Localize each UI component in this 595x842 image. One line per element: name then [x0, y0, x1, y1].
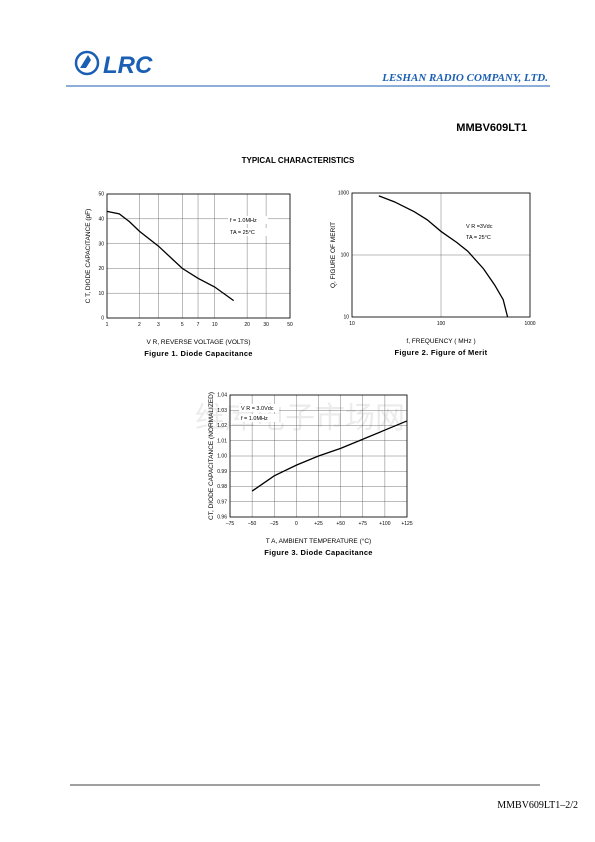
x-tick-label: 5 [181, 322, 184, 328]
x-axis-label: V R, REVERSE VOLTAGE (VOLTS) [146, 339, 250, 346]
logo-mark [80, 55, 91, 68]
y-tick-label: 1.00 [217, 454, 227, 460]
y-tick-label: 10 [343, 315, 349, 321]
annotation-bg [464, 233, 504, 241]
annotation: f = 1.0MHz [241, 416, 268, 422]
plot-frame [229, 394, 408, 518]
y-axis-label: C T, DIODE CAPACITANCE (pF) [85, 209, 92, 304]
chart: 1 2 3 5 7 10 20 30 50 0 10 20 30 40 50 f = 1.0MHz TA = 2… [85, 192, 293, 358]
x-tick-label: 2 [138, 322, 141, 328]
y-axis-label: CT, DIODE CAPACITANCE (NORMALIZED) [208, 392, 215, 520]
x-tick-label: 1 [106, 322, 109, 328]
logo-emblem [74, 50, 100, 76]
y-tick-label: 100 [341, 253, 350, 259]
y-tick-label: 30 [98, 241, 104, 247]
x-tick-label: 3 [157, 322, 160, 328]
data-line [106, 210, 235, 302]
x-tick-label: –50 [248, 521, 257, 527]
section-title: TYPICAL CHARACTERISTICS [242, 156, 355, 165]
annotation-bg [239, 404, 279, 412]
y-tick-label: 50 [98, 192, 104, 198]
x-tick-label: 0 [295, 521, 298, 527]
chart: 10 100 1000 10 100 1000 V R =3Vdc TA = 25°C Q, F… [330, 191, 536, 357]
plot-frame [351, 192, 531, 318]
logo: LRC [74, 50, 153, 79]
x-axis-label: f, FREQUENCY ( MHz ) [406, 338, 475, 345]
y-tick-label: 0.96 [217, 515, 227, 521]
x-tick-label: 10 [349, 321, 355, 327]
y-tick-label: 0.98 [217, 484, 227, 490]
plot-frame [106, 193, 291, 319]
y-tick-label: 1.03 [217, 408, 227, 414]
logo-text: LRC [103, 52, 153, 79]
part-number: MMBV609LT1 [456, 122, 527, 134]
x-tick-label: +25 [314, 521, 323, 527]
data-line [251, 420, 408, 492]
footer: MMBV609LT1–2/2 [497, 800, 578, 811]
annotation: TA = 25°C [466, 235, 491, 241]
y-tick-label: 1.04 [217, 393, 227, 399]
y-tick-label: 20 [98, 266, 104, 272]
x-tick-label: +125 [401, 521, 412, 527]
figure-caption: Figure 3. Diode Capacitance [264, 548, 373, 557]
x-tick-label: –25 [270, 521, 279, 527]
chart: –75 –50 –25 0 +25 +50 +75 +100 +125 0.96 0.97 0.98 0… [208, 392, 413, 557]
x-tick-label: 1000 [524, 321, 535, 327]
annotation-bg [239, 414, 279, 422]
annotation: f = 1.0MHz [230, 218, 257, 224]
y-tick-label: 0 [101, 316, 104, 322]
y-tick-label: 1.02 [217, 423, 227, 429]
x-tick-label: +50 [336, 521, 345, 527]
data-line [378, 195, 509, 318]
y-tick-label: 0.97 [217, 499, 227, 505]
x-tick-label: 100 [437, 321, 446, 327]
x-axis-label: T A, AMBIENT TEMPERATURE (°C) [266, 537, 371, 545]
x-tick-label: +100 [379, 521, 390, 527]
y-tick-label: 1.01 [217, 438, 227, 444]
company-name: LESHAN RADIO COMPANY, LTD. [381, 72, 548, 84]
annotation-bg [228, 228, 268, 236]
x-tick-label: 50 [287, 322, 293, 328]
y-tick-label: 1000 [338, 191, 349, 197]
figure-caption: Figure 2. Figure of Merit [395, 348, 488, 357]
y-tick-label: 0.99 [217, 469, 227, 475]
x-tick-label: 30 [263, 322, 269, 328]
figure-caption: Figure 1. Diode Capacitance [144, 349, 253, 358]
watermark: 维库电子市场网 [195, 402, 405, 435]
y-tick-label: 10 [98, 291, 104, 297]
annotation-bg [464, 222, 504, 230]
y-axis-label: Q, FIGURE OF MERIT [330, 222, 337, 288]
x-tick-label: 10 [212, 322, 218, 328]
y-tick-label: 40 [98, 217, 104, 223]
x-tick-label: 7 [197, 322, 200, 328]
annotation: V R = 3.0Vdc [241, 406, 274, 412]
annotation-bg [228, 216, 268, 224]
x-tick-label: 20 [244, 322, 250, 328]
annotation: TA = 25°C [230, 230, 255, 236]
x-tick-label: +75 [359, 521, 368, 527]
x-tick-label: –75 [226, 521, 235, 527]
annotation: V R =3Vdc [466, 224, 493, 230]
